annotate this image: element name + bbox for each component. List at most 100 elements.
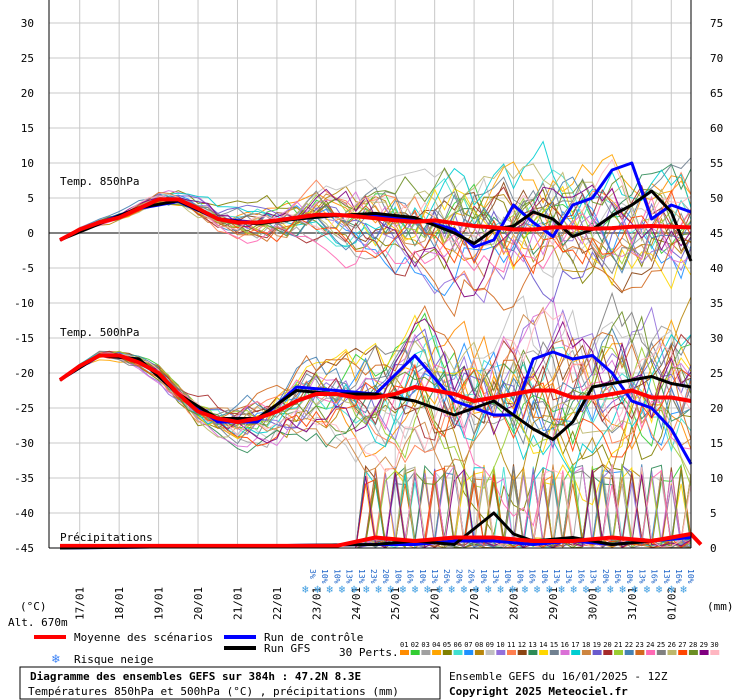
pert-color-swatch	[560, 650, 570, 655]
pert-color-swatch	[581, 650, 591, 655]
legend-mean-label: Moyenne des scénarios	[74, 631, 213, 644]
pert-color-swatch	[571, 650, 581, 655]
pert-color-swatch	[528, 650, 538, 655]
snow-risk-icon: ❄	[607, 583, 614, 596]
mean-precip-line	[60, 532, 703, 548]
pert-color-swatch	[421, 650, 431, 655]
pert-color-swatch	[507, 650, 516, 655]
snow-risk-icon: ❄	[424, 583, 431, 596]
y-right-tick-label: 50	[710, 192, 723, 205]
snow-risk-pct: 13%	[589, 569, 598, 584]
y-right-tick-label: 40	[710, 262, 723, 275]
snow-risk-icon: ❄	[656, 583, 663, 596]
y-right-tick-label: 65	[710, 87, 723, 100]
snow-risk-icon: ❄	[509, 583, 516, 596]
snow-risk-pct: 10%	[625, 569, 634, 584]
y-right-tick-label: 15	[710, 437, 723, 450]
snow-risk-pct: 16%	[613, 569, 622, 584]
snow-risk-icon: ❄	[546, 583, 553, 596]
unit-left: (°C)	[20, 600, 47, 613]
pert-color-swatch	[410, 650, 420, 655]
snow-risk-pct: 13%	[430, 569, 439, 584]
pert-number: 06	[454, 641, 462, 649]
y-left-tick-label: 5	[27, 192, 34, 205]
snow-risk-pct: 10%	[686, 569, 695, 584]
pert-number: 21	[614, 641, 622, 649]
pert-number: 10	[496, 641, 504, 649]
x-tick-label: 17/01	[74, 587, 87, 620]
y-left-tick-label: 25	[21, 52, 34, 65]
snow-risk-pct: 13%	[637, 569, 646, 584]
snow-risk-pct: 20%	[601, 569, 610, 584]
plot-background	[49, 0, 691, 548]
y-left-tick-label: 20	[21, 87, 34, 100]
pert-number: 02	[411, 641, 419, 649]
y-left-tick-label: -30	[14, 437, 34, 450]
snow-risk-icon: ❄	[375, 583, 382, 596]
pert-t500-line	[59, 328, 692, 450]
snow-risk-icon: ❄	[436, 583, 443, 596]
y-right-tick-label: 25	[710, 367, 723, 380]
snow-risk-pct: 16%	[674, 569, 683, 584]
unit-right: (mm)	[707, 600, 734, 613]
x-tick-label: 20/01	[192, 587, 205, 620]
legend-perts-label: 30 Perts.	[339, 646, 399, 659]
snow-risk-icon: ❄	[363, 583, 370, 596]
pert-color-swatch	[688, 650, 698, 655]
snow-risk-pct: 16%	[528, 569, 537, 584]
pert-color-swatch	[678, 650, 688, 655]
snowflake-icon: ❄	[51, 652, 60, 667]
pert-number: 24	[646, 641, 654, 649]
pert-t850-line	[59, 176, 692, 274]
x-tick-label: 31/01	[626, 587, 639, 620]
legend: Moyenne des scénarios Run de contrôle Ru…	[34, 631, 720, 667]
pert-color-swatch	[485, 650, 495, 655]
pert-number: 07	[464, 641, 472, 649]
snow-risk-icon: ❄	[412, 583, 419, 596]
pert-number: 29	[700, 641, 708, 649]
pert-color-swatch	[624, 650, 634, 655]
y-left-tick-label: -35	[14, 472, 34, 485]
pert-number: 11	[507, 641, 515, 649]
snow-risk-icon: ❄	[534, 583, 541, 596]
snow-risk-pct: 13%	[552, 569, 561, 584]
altitude-label: Alt. 670m	[8, 616, 68, 629]
pert-color-swatch	[635, 650, 645, 655]
snow-risk-icon: ❄	[558, 583, 565, 596]
pert-number: 22	[625, 641, 633, 649]
snow-risk-pct: 20%	[381, 569, 390, 584]
x-tick-label: 22/01	[271, 587, 284, 620]
pert-number: 04	[432, 641, 440, 649]
snow-risk-pct: 10%	[515, 569, 524, 584]
label-t850: Temp. 850hPa	[60, 175, 139, 188]
snow-risk-pct: 3%	[308, 569, 317, 579]
pert-t500-line	[59, 296, 692, 448]
snow-risk-icon: ❄	[339, 583, 346, 596]
x-tick-label: 26/01	[429, 587, 442, 620]
snow-risk-icon: ❄	[680, 583, 687, 596]
y-left-tick-label: -40	[14, 507, 34, 520]
y-left-tick-label: 0	[27, 227, 34, 240]
snow-risk-icon: ❄	[461, 583, 468, 596]
footer-subtitle: Températures 850hPa et 500hPa (°C) , pré…	[28, 685, 399, 698]
y-left-tick-label: -20	[14, 367, 34, 380]
pert-number: 12	[518, 641, 526, 649]
snow-risk-pct: 10%	[332, 569, 341, 584]
snow-risk-icon: ❄	[583, 583, 590, 596]
snow-risk-pct: 16%	[406, 569, 415, 584]
pert-number: 05	[443, 641, 451, 649]
y-right-tick-label: 10	[710, 472, 723, 485]
snow-risk-icon: ❄	[326, 583, 333, 596]
snow-risk-pct: 26%	[442, 569, 451, 584]
pert-t850-line	[59, 158, 692, 247]
y-right-tick-label: 35	[710, 297, 723, 310]
snow-risk-pct: 26%	[467, 569, 476, 584]
y-right-tick-label: 30	[710, 332, 723, 345]
pert-color-swatch	[464, 650, 474, 655]
pert-color-swatch	[549, 650, 559, 655]
pert-color-swatch	[656, 650, 666, 655]
y-right-tick-label: 5	[710, 507, 717, 520]
y-left-tick-label: 10	[21, 157, 34, 170]
x-tick-label: 28/01	[508, 587, 521, 620]
